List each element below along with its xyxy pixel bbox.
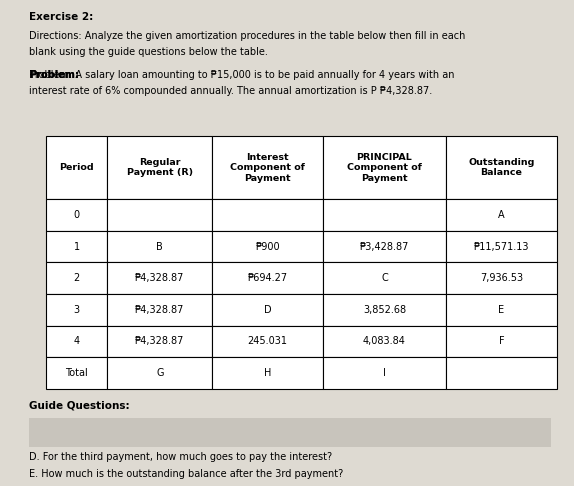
Text: ₱11,571.13: ₱11,571.13 xyxy=(474,242,529,252)
Text: blank using the guide questions below the table.: blank using the guide questions below th… xyxy=(29,47,267,57)
Text: Exercise 2:: Exercise 2: xyxy=(29,12,93,22)
Text: H: H xyxy=(264,368,271,378)
Text: Guide Questions:: Guide Questions: xyxy=(29,401,129,411)
Text: ₱694.27: ₱694.27 xyxy=(247,273,288,283)
Text: B: B xyxy=(156,242,163,252)
Text: 3,852.68: 3,852.68 xyxy=(363,305,406,315)
Text: I: I xyxy=(383,368,386,378)
Text: D: D xyxy=(263,305,272,315)
Text: 3: 3 xyxy=(73,305,80,315)
Text: Total: Total xyxy=(65,368,88,378)
Text: Directions: Analyze the given amortization procedures in the table below then fi: Directions: Analyze the given amortizati… xyxy=(29,31,465,41)
Text: ₱4,328.87: ₱4,328.87 xyxy=(135,336,184,347)
Text: 4,083.84: 4,083.84 xyxy=(363,336,406,347)
Text: G: G xyxy=(156,368,164,378)
Text: 2: 2 xyxy=(73,273,80,283)
Text: E. How much is the outstanding balance after the 3rd payment?: E. How much is the outstanding balance a… xyxy=(29,469,343,480)
Text: D. For the third payment, how much goes to pay the interest?: D. For the third payment, how much goes … xyxy=(29,452,332,462)
Text: Interest
Component of
Payment: Interest Component of Payment xyxy=(230,153,305,183)
Text: 4: 4 xyxy=(73,336,80,347)
Text: Problem:: Problem: xyxy=(29,70,79,80)
Text: interest rate of 6% compounded annually. The annual amortization is P ₱4,328.87.: interest rate of 6% compounded annually.… xyxy=(29,86,432,96)
Text: Regular
Payment (R): Regular Payment (R) xyxy=(127,158,193,177)
Text: Outstanding
Balance: Outstanding Balance xyxy=(468,158,534,177)
Text: 245.031: 245.031 xyxy=(247,336,288,347)
Text: F: F xyxy=(499,336,504,347)
Text: ₱4,328.87: ₱4,328.87 xyxy=(135,305,184,315)
Text: Period: Period xyxy=(59,163,94,172)
Text: Problem: A salary loan amounting to ₱15,000 is to be paid annually for 4 years w: Problem: A salary loan amounting to ₱15,… xyxy=(29,70,454,80)
Text: Problem:: Problem: xyxy=(29,70,79,80)
Text: ₱3,428.87: ₱3,428.87 xyxy=(360,242,409,252)
Text: E: E xyxy=(498,305,505,315)
Text: 1: 1 xyxy=(73,242,80,252)
Text: PRINCIPAL
Component of
Payment: PRINCIPAL Component of Payment xyxy=(347,153,422,183)
Text: A: A xyxy=(498,210,505,220)
Text: 0: 0 xyxy=(73,210,80,220)
Text: ₱4,328.87: ₱4,328.87 xyxy=(135,273,184,283)
Text: ₱900: ₱900 xyxy=(255,242,280,252)
Text: 7,936.53: 7,936.53 xyxy=(480,273,523,283)
Text: C: C xyxy=(381,273,388,283)
